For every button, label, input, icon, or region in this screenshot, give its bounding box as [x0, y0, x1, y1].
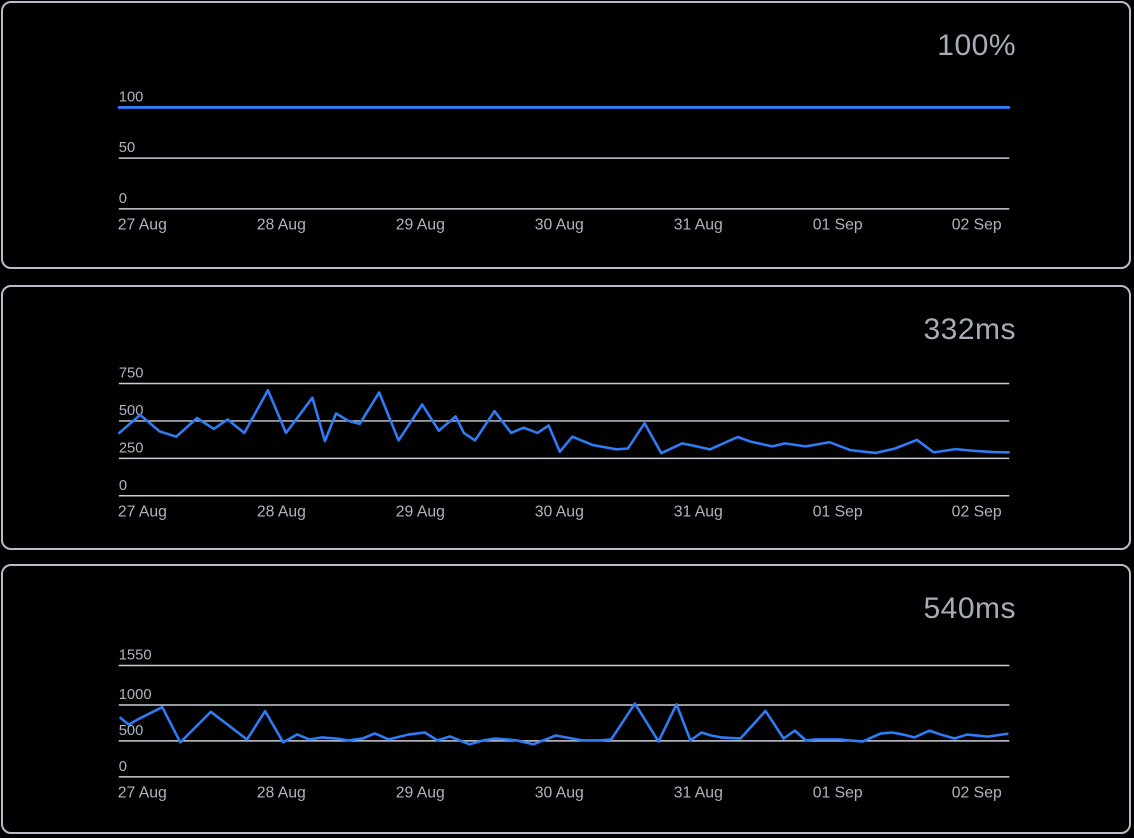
x-tick-label: 30 Aug	[535, 503, 584, 520]
y-tick-label: 500	[119, 403, 144, 419]
response-time-chart-title-2: 540ms	[923, 592, 1016, 625]
x-tick-label: 27 Aug	[118, 785, 167, 802]
x-tick-label: 29 Aug	[396, 217, 445, 234]
x-tick-label: 02 Sep	[952, 217, 1002, 234]
response-time-line-chart-2: 1550 1000 500 0 27 Aug 28 Aug 29 Aug 30 Aug 31 A…	[118, 648, 1010, 802]
uptime-chart-title: 100%	[937, 29, 1016, 62]
uptime-panel: 100% 100 50 0 27 Aug 28 Aug 29 Aug 30 Aug 31 Au…	[1, 1, 1131, 269]
y-tick-label: 1000	[119, 687, 152, 703]
response-time-ms-series-line	[119, 702, 1009, 746]
response-time-line-chart-1: 750 500 250 0 27 Aug 28 Aug 29 Aug 30 Aug 31 Aug…	[117, 366, 1010, 520]
response-time-panel-2: 540ms 1550 1000 500 0 27 Aug 28 Aug 29 Aug 30 A…	[1, 564, 1131, 834]
x-tick-label: 30 Aug	[535, 217, 584, 234]
x-tick-label: 01 Sep	[813, 217, 863, 234]
y-tick-label: 50	[119, 140, 135, 156]
x-tick-label: 31 Aug	[674, 503, 723, 520]
x-tick-label: 02 Sep	[952, 503, 1002, 520]
y-tick-label: 250	[119, 440, 144, 456]
x-tick-label: 31 Aug	[674, 785, 723, 802]
x-tick-label: 28 Aug	[257, 503, 306, 520]
uptime-line-chart: 100 50 0 27 Aug 28 Aug 29 Aug 30 Aug 31 Aug 01 S…	[117, 90, 1011, 234]
x-tick-label: 28 Aug	[257, 217, 306, 234]
x-tick-label: 29 Aug	[396, 785, 445, 802]
response-time-ms-series-line	[117, 388, 1010, 455]
x-tick-label: 28 Aug	[257, 785, 306, 802]
response-time-panel-1: 332ms 750 500 250 0 27 Aug 28 Aug 29 Aug 30 Aug…	[1, 285, 1131, 550]
y-tick-label: 1550	[119, 648, 152, 664]
x-tick-label: 29 Aug	[396, 503, 445, 520]
x-tick-label: 27 Aug	[118, 503, 167, 520]
x-tick-label: 02 Sep	[952, 785, 1002, 802]
x-tick-label: 30 Aug	[535, 785, 584, 802]
y-tick-label: 0	[119, 191, 127, 207]
y-tick-label: 500	[119, 723, 144, 739]
y-tick-label: 0	[119, 759, 127, 775]
response-time-chart-title-1: 332ms	[923, 313, 1016, 346]
y-tick-label: 750	[119, 366, 144, 382]
x-tick-label: 01 Sep	[813, 503, 863, 520]
y-tick-label: 0	[119, 478, 127, 494]
y-tick-label: 100	[119, 90, 144, 106]
x-tick-label: 31 Aug	[674, 217, 723, 234]
x-tick-label: 01 Sep	[813, 785, 863, 802]
x-tick-label: 27 Aug	[118, 217, 167, 234]
